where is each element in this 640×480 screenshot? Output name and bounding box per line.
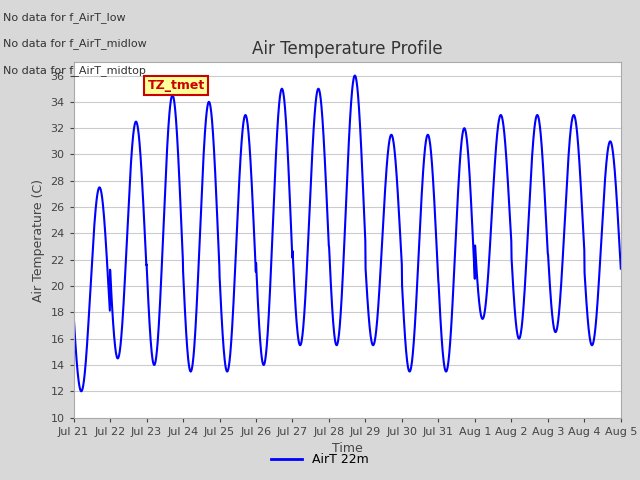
Text: No data for f_AirT_midtop: No data for f_AirT_midtop <box>3 65 146 76</box>
Text: No data for f_AirT_midlow: No data for f_AirT_midlow <box>3 38 147 49</box>
X-axis label: Time: Time <box>332 442 363 455</box>
Text: TZ_tmet: TZ_tmet <box>147 79 205 92</box>
Text: No data for f_AirT_low: No data for f_AirT_low <box>3 12 126 23</box>
Title: Air Temperature Profile: Air Temperature Profile <box>252 40 442 58</box>
Legend: AirT 22m: AirT 22m <box>266 448 374 471</box>
Y-axis label: Air Temperature (C): Air Temperature (C) <box>32 179 45 301</box>
